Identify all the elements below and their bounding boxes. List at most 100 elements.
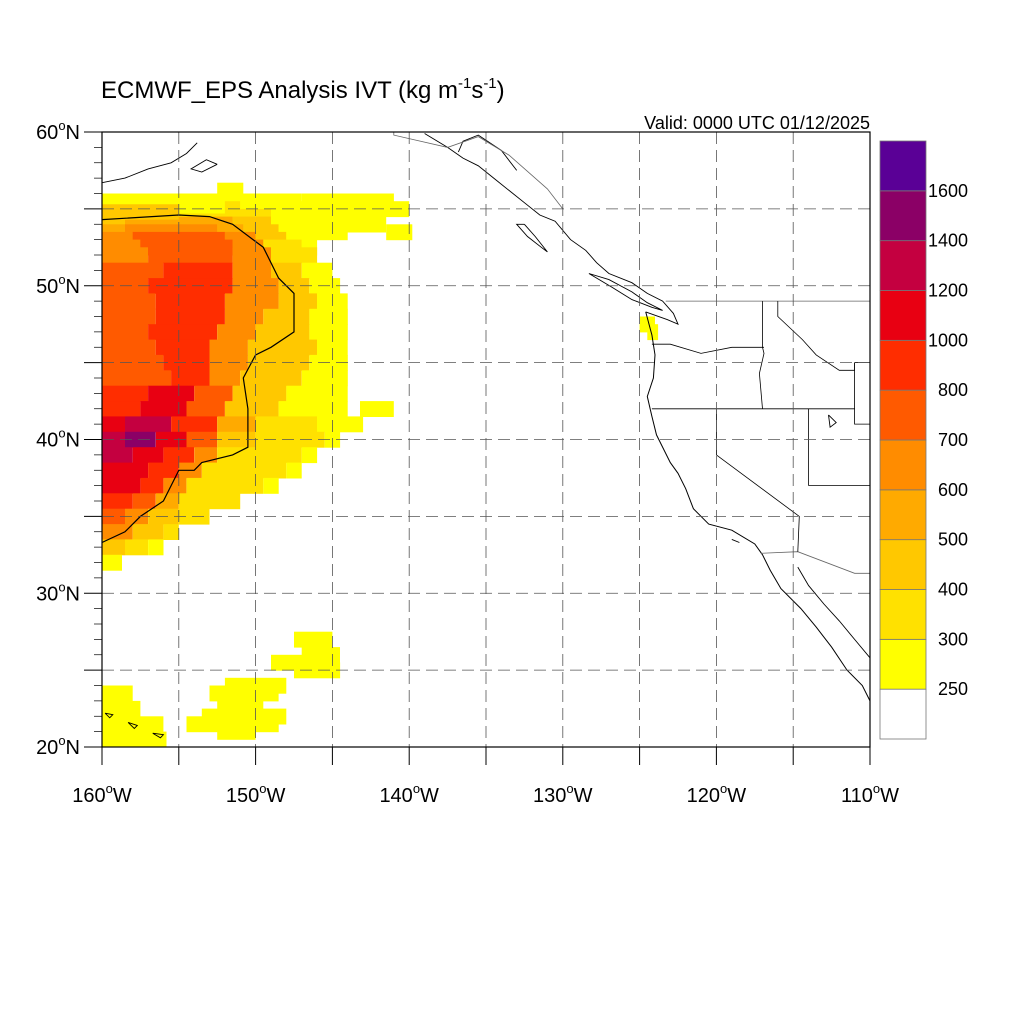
ivt-cell: [224, 293, 279, 310]
ivt-700-contour: [102, 214, 295, 544]
ivt-cell: [232, 385, 287, 402]
coastline-oahu: [127, 721, 139, 730]
coastline-us-west: [645, 311, 870, 702]
colorbar-label: 1200: [928, 281, 968, 301]
colorbar-label: 1600: [928, 181, 968, 201]
ivt-cell: [132, 447, 164, 464]
x-tick-label: 120oW: [687, 781, 747, 807]
colorbar-label: 400: [938, 580, 968, 600]
colorbar-label: 250: [938, 679, 968, 699]
ivt-cell: [102, 554, 122, 571]
x-tick-label: 130oW: [533, 781, 593, 807]
colorbar-swatch: [879, 290, 927, 341]
colorbar-swatch: [879, 389, 927, 441]
x-tick-label: 140oW: [379, 781, 439, 807]
ivt-cell: [255, 324, 310, 341]
ivt-cell: [647, 324, 659, 341]
ivt-colorbar: 250 300 400 500 600 700 800 1000 1200 1400 1600: [879, 140, 968, 740]
ivt-cell: [163, 447, 195, 464]
ivt-cell: [102, 308, 156, 325]
colorbar-label: 600: [938, 480, 968, 500]
ivt-cell: [201, 462, 287, 479]
ivt-cell: [360, 401, 394, 417]
ivt-cell: [386, 224, 413, 241]
ivt-cell: [102, 293, 156, 310]
ivt-cell: [102, 339, 156, 356]
coastline-se-alaska-inner: [457, 134, 518, 171]
ivt-cell: [140, 477, 164, 494]
ivt-cell: [102, 447, 133, 464]
ivt-cell: [194, 385, 233, 402]
ivt-cell: [102, 700, 141, 717]
ivt-cell: [148, 539, 164, 556]
great-salt-lake: [828, 414, 837, 429]
ivt-cell: [140, 401, 187, 417]
ivt-cell: [102, 401, 141, 417]
border-wa-or: [651, 343, 764, 354]
colorbar-swatch: [879, 589, 927, 640]
ivt-cell: [148, 324, 218, 341]
colorbar-swatch: [879, 140, 927, 192]
contour-700-line: [102, 214, 295, 544]
ivt-cell: [132, 524, 164, 540]
ivt-cell: [102, 731, 167, 747]
ivt-cell: [247, 354, 310, 371]
ivt-cell: [286, 462, 302, 479]
coastline-vancouver-island: [588, 273, 663, 311]
ivt-cell: [194, 447, 218, 464]
ivt-cell: [317, 339, 348, 356]
colorbar-label: 1000: [928, 330, 968, 350]
colorbar-label: 500: [938, 530, 968, 550]
colorbar-swatch: [879, 638, 927, 690]
channel-island: [731, 538, 740, 543]
colorbar-swatch: [879, 688, 927, 740]
ivt-cell: [301, 370, 348, 387]
ivt-cell: [263, 477, 279, 494]
ivt-cell: [102, 685, 133, 702]
ivt-cell: [102, 477, 141, 494]
ivt-cell: [178, 493, 241, 510]
ivt-cell: [309, 308, 348, 325]
ivt-cell: [155, 308, 225, 325]
coastline-hawaii-big-island: [166, 746, 171, 747]
ivt-cell: [309, 324, 348, 341]
ivt-cell: [224, 401, 279, 417]
ivt-cell: [102, 324, 149, 341]
ivt-shaded-field: [102, 182, 659, 747]
ivt-cell: [125, 539, 148, 556]
ivt-cell: [163, 262, 233, 279]
ivt-cell: [171, 416, 218, 433]
ivt-cell: [155, 493, 179, 510]
y-tick-label: 60oN: [36, 118, 80, 144]
ivt-cell: [132, 493, 156, 510]
ivt-cell: [102, 370, 172, 387]
ivt-cell: [102, 247, 149, 264]
ivt-cell: [317, 647, 340, 663]
ivt-cell: [247, 339, 317, 356]
colorbar-label: 800: [938, 380, 968, 400]
x-tick-label: 110oW: [841, 781, 899, 807]
ivt-cell: [317, 416, 364, 433]
lat-lon-gridlines: [102, 132, 870, 747]
ivt-cell: [263, 308, 310, 325]
coastline-kauai: [104, 712, 114, 719]
ivt-cell: [102, 539, 125, 556]
coastlines: [102, 133, 870, 747]
ivt-cell: [102, 493, 133, 510]
colorbar-label: 300: [938, 629, 968, 649]
ivt-cell: [255, 416, 317, 433]
ivt-cell: [148, 385, 195, 402]
ivt-cell: [102, 354, 164, 371]
ivt-cell: [102, 262, 164, 279]
y-tick-label: 40oN: [36, 426, 80, 452]
ivt-cell: [163, 524, 179, 540]
ivt-cell: [186, 401, 225, 417]
y-tick-label: 30oN: [36, 579, 80, 605]
ivt-cell: [102, 524, 133, 540]
colorbar-label: 700: [938, 430, 968, 450]
ivt-cell: [102, 462, 149, 479]
ivt-cell: [271, 654, 318, 671]
colorbar-swatch: [879, 339, 927, 391]
valid-time-label: Valid: 0000 UTC 01/12/2025: [644, 113, 870, 133]
